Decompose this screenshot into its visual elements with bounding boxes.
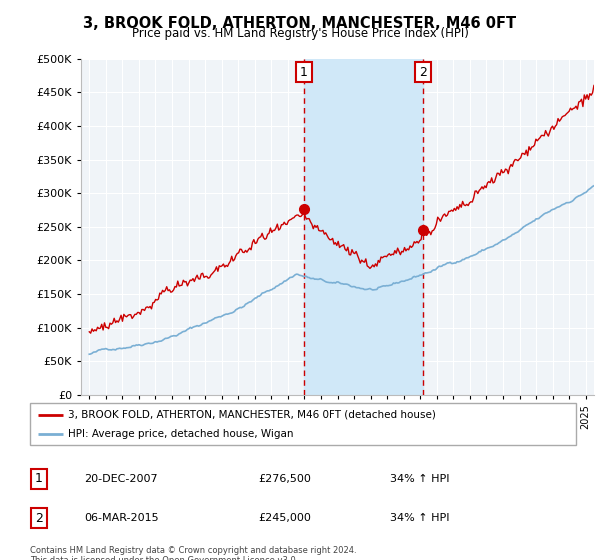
Text: HPI: Average price, detached house, Wigan: HPI: Average price, detached house, Wiga… bbox=[68, 429, 294, 439]
Text: 34% ↑ HPI: 34% ↑ HPI bbox=[390, 474, 449, 484]
Text: 1: 1 bbox=[300, 66, 308, 79]
Text: 1: 1 bbox=[35, 472, 43, 486]
Text: 3, BROOK FOLD, ATHERTON, MANCHESTER, M46 0FT: 3, BROOK FOLD, ATHERTON, MANCHESTER, M46… bbox=[83, 16, 517, 31]
Text: 2: 2 bbox=[35, 511, 43, 525]
Text: £245,000: £245,000 bbox=[258, 513, 311, 523]
Text: Price paid vs. HM Land Registry's House Price Index (HPI): Price paid vs. HM Land Registry's House … bbox=[131, 27, 469, 40]
Text: 20-DEC-2007: 20-DEC-2007 bbox=[84, 474, 158, 484]
Text: £276,500: £276,500 bbox=[258, 474, 311, 484]
Text: Contains HM Land Registry data © Crown copyright and database right 2024.
This d: Contains HM Land Registry data © Crown c… bbox=[30, 546, 356, 560]
Bar bbox=[304, 59, 423, 395]
Text: 06-MAR-2015: 06-MAR-2015 bbox=[84, 513, 158, 523]
Text: 3, BROOK FOLD, ATHERTON, MANCHESTER, M46 0FT (detached house): 3, BROOK FOLD, ATHERTON, MANCHESTER, M46… bbox=[68, 409, 436, 419]
Text: 2: 2 bbox=[419, 66, 427, 79]
FancyBboxPatch shape bbox=[30, 403, 576, 445]
Text: 34% ↑ HPI: 34% ↑ HPI bbox=[390, 513, 449, 523]
